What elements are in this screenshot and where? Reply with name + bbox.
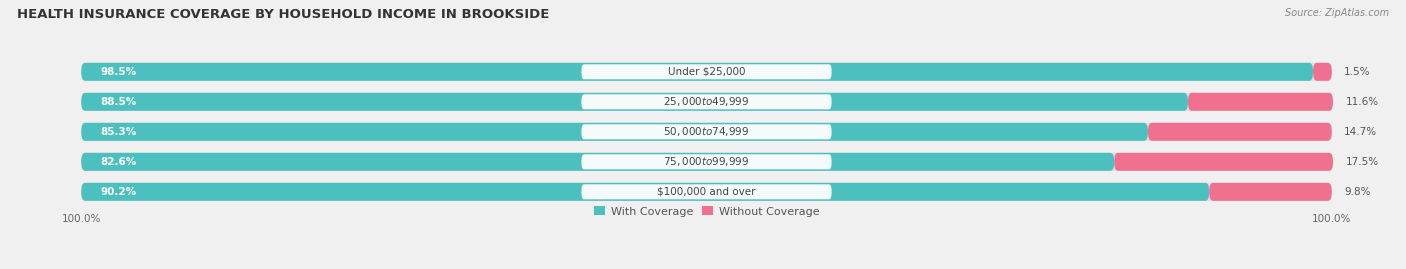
- Text: 88.5%: 88.5%: [100, 97, 136, 107]
- Text: Under $25,000: Under $25,000: [668, 67, 745, 77]
- FancyBboxPatch shape: [82, 183, 1209, 201]
- FancyBboxPatch shape: [82, 153, 1114, 171]
- FancyBboxPatch shape: [1188, 93, 1333, 111]
- Text: 1.5%: 1.5%: [1344, 67, 1371, 77]
- FancyBboxPatch shape: [82, 153, 1331, 171]
- Text: 9.8%: 9.8%: [1344, 187, 1371, 197]
- FancyBboxPatch shape: [82, 183, 1331, 201]
- FancyBboxPatch shape: [1114, 153, 1333, 171]
- FancyBboxPatch shape: [582, 154, 831, 169]
- FancyBboxPatch shape: [82, 63, 1331, 81]
- Text: HEALTH INSURANCE COVERAGE BY HOUSEHOLD INCOME IN BROOKSIDE: HEALTH INSURANCE COVERAGE BY HOUSEHOLD I…: [17, 8, 550, 21]
- Text: $75,000 to $99,999: $75,000 to $99,999: [664, 155, 749, 168]
- Legend: With Coverage, Without Coverage: With Coverage, Without Coverage: [593, 207, 820, 217]
- Text: $50,000 to $74,999: $50,000 to $74,999: [664, 125, 749, 138]
- Text: 90.2%: 90.2%: [100, 187, 136, 197]
- Text: 17.5%: 17.5%: [1346, 157, 1379, 167]
- FancyBboxPatch shape: [582, 64, 831, 79]
- FancyBboxPatch shape: [1147, 123, 1331, 141]
- Text: 11.6%: 11.6%: [1346, 97, 1379, 107]
- Text: $25,000 to $49,999: $25,000 to $49,999: [664, 95, 749, 108]
- FancyBboxPatch shape: [82, 93, 1331, 111]
- FancyBboxPatch shape: [1209, 183, 1331, 201]
- FancyBboxPatch shape: [82, 123, 1331, 141]
- Text: 82.6%: 82.6%: [100, 157, 136, 167]
- FancyBboxPatch shape: [582, 94, 831, 109]
- Text: 85.3%: 85.3%: [100, 127, 136, 137]
- Text: 98.5%: 98.5%: [100, 67, 136, 77]
- Text: $100,000 and over: $100,000 and over: [657, 187, 756, 197]
- Text: Source: ZipAtlas.com: Source: ZipAtlas.com: [1285, 8, 1389, 18]
- FancyBboxPatch shape: [1313, 63, 1331, 81]
- Text: 14.7%: 14.7%: [1344, 127, 1378, 137]
- FancyBboxPatch shape: [82, 93, 1188, 111]
- FancyBboxPatch shape: [82, 63, 1313, 81]
- FancyBboxPatch shape: [82, 123, 1147, 141]
- FancyBboxPatch shape: [582, 124, 831, 139]
- FancyBboxPatch shape: [582, 184, 831, 199]
